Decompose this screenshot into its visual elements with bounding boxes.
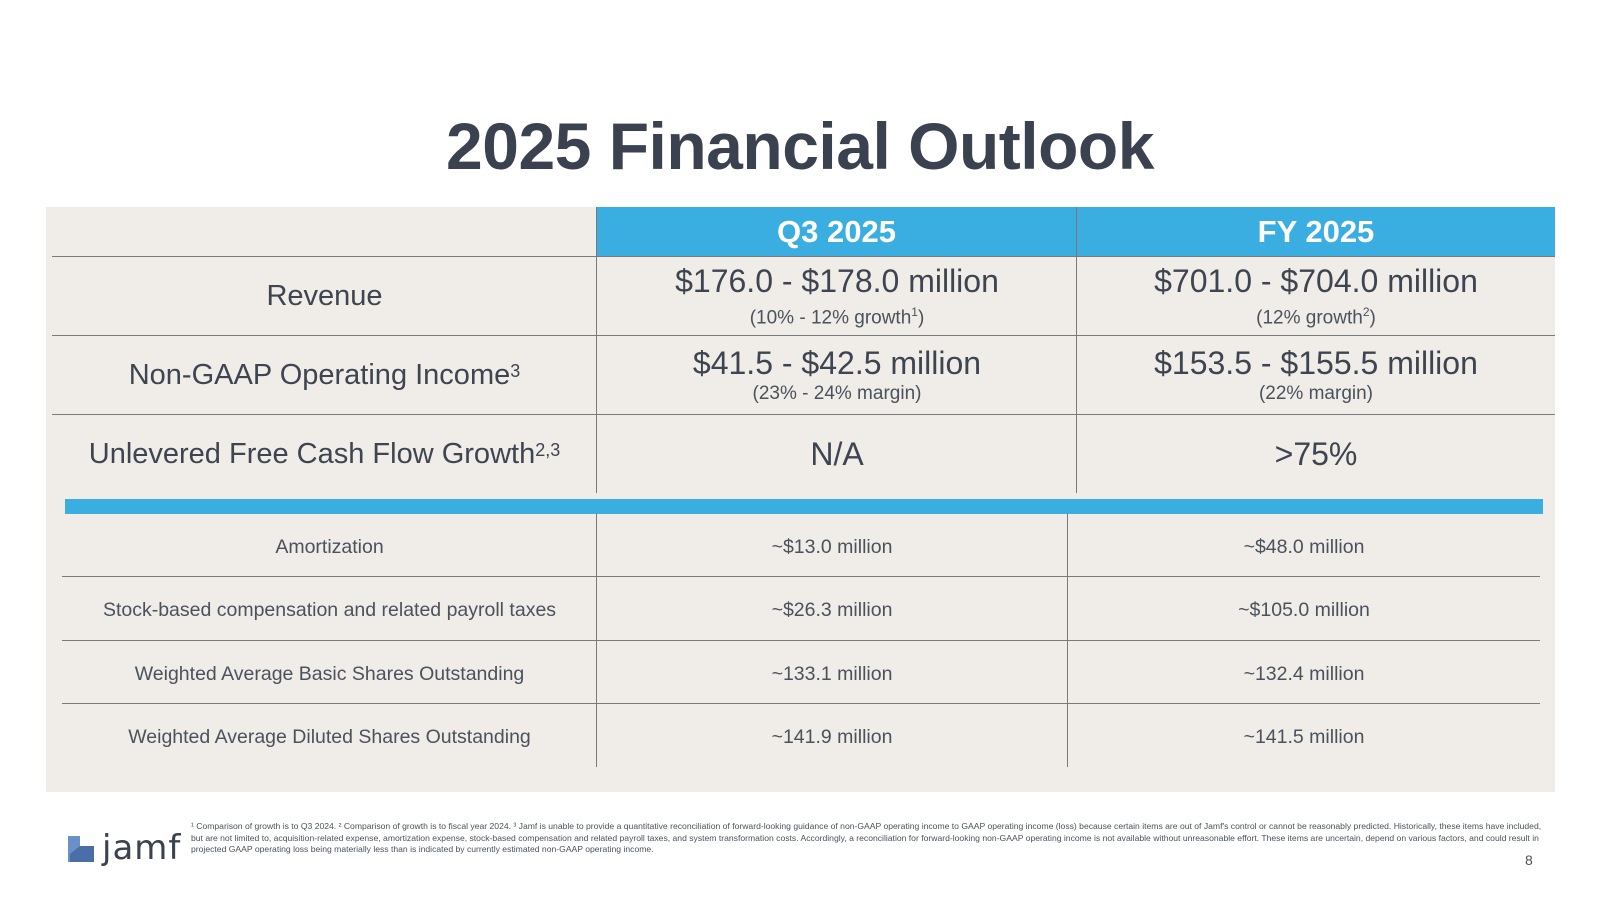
- row-label-revenue: Revenue: [52, 257, 597, 335]
- cell-revenue-fy: $701.0 - $704.0 million (12% growth2): [1077, 257, 1555, 335]
- sub-row-label-amortization: Amortization: [275, 536, 384, 558]
- row-label-text: Revenue: [266, 279, 383, 312]
- page-number: 8: [1525, 852, 1533, 868]
- cell-note: (22% margin): [1258, 383, 1374, 404]
- sub-row-label-stock-comp: Stock-based compensation and related pay…: [102, 599, 557, 621]
- section-divider-bar: [65, 499, 1543, 514]
- cell-note: (12% growth2): [1256, 304, 1376, 329]
- cell-revenue-q3: $176.0 - $178.0 million (10% - 12% growt…: [597, 257, 1077, 335]
- cell-value: >75%: [1274, 435, 1358, 472]
- footnote-ref: 2,3: [535, 439, 561, 460]
- cell-value: N/A: [810, 435, 864, 472]
- sub-row-q3-value: ~$13.0 million: [771, 536, 893, 558]
- row-divider: [52, 256, 1555, 257]
- header-q3-2025: Q3 2025: [597, 207, 1076, 257]
- footnote: ¹ Comparison of growth is to Q3 2024. ² …: [191, 821, 1542, 854]
- cell-operating-income-q3: $41.5 - $42.5 million (23% - 24% margin): [597, 336, 1077, 414]
- column-divider: [596, 207, 597, 493]
- row-label-text: Non-GAAP Operating Income: [128, 358, 511, 391]
- header-fy-2025: FY 2025: [1077, 207, 1555, 257]
- cell-note: (10% - 12% growth1): [749, 304, 925, 329]
- column-divider: [596, 514, 597, 767]
- logo-wordmark: jamf: [102, 828, 182, 868]
- cell-main-value: $153.5 - $155.5 million: [1154, 345, 1478, 381]
- row-divider: [52, 335, 1555, 336]
- sub-row-fy-value: ~141.5 million: [1243, 726, 1365, 748]
- sub-row-q3-value: ~141.9 million: [771, 726, 893, 748]
- page-title: 2025 Financial Outlook: [446, 109, 1154, 183]
- cell-main-value: $701.0 - $704.0 million: [1154, 262, 1478, 299]
- cell-fcf-growth-q3: N/A: [597, 415, 1077, 493]
- jamf-logo-icon: [68, 836, 94, 862]
- row-divider: [62, 576, 1540, 577]
- cell-main-value: $41.5 - $42.5 million: [692, 345, 982, 381]
- sub-row-q3-value: ~133.1 million: [771, 663, 893, 685]
- cell-fcf-growth-fy: >75%: [1077, 415, 1555, 493]
- column-divider: [1067, 514, 1068, 767]
- sub-row-fy-value: ~$48.0 million: [1243, 536, 1365, 558]
- row-divider: [62, 703, 1540, 704]
- column-divider: [1076, 207, 1077, 493]
- cell-operating-income-fy: $153.5 - $155.5 million (22% margin): [1077, 336, 1555, 414]
- row-divider: [52, 414, 1555, 415]
- row-divider: [62, 640, 1540, 641]
- row-label-unlevered-fcf-growth: Unlevered Free Cash Flow Growth 2,3: [52, 415, 597, 493]
- footnote-ref: 3: [510, 360, 521, 381]
- sub-row-label-basic-shares: Weighted Average Basic Shares Outstandin…: [134, 663, 525, 685]
- sub-row-fy-value: ~$105.0 million: [1238, 599, 1370, 621]
- sub-row-q3-value: ~$26.3 million: [771, 599, 893, 621]
- sub-row-fy-value: ~132.4 million: [1243, 663, 1365, 685]
- cell-note: (23% - 24% margin): [752, 383, 922, 404]
- sub-row-label-diluted-shares: Weighted Average Diluted Shares Outstand…: [128, 726, 531, 748]
- row-label-text: Unlevered Free Cash Flow Growth: [88, 437, 536, 470]
- row-label-non-gaap-operating-income: Non-GAAP Operating Income 3: [52, 336, 597, 414]
- jamf-logo: jamf: [66, 828, 181, 874]
- cell-main-value: $176.0 - $178.0 million: [675, 262, 999, 299]
